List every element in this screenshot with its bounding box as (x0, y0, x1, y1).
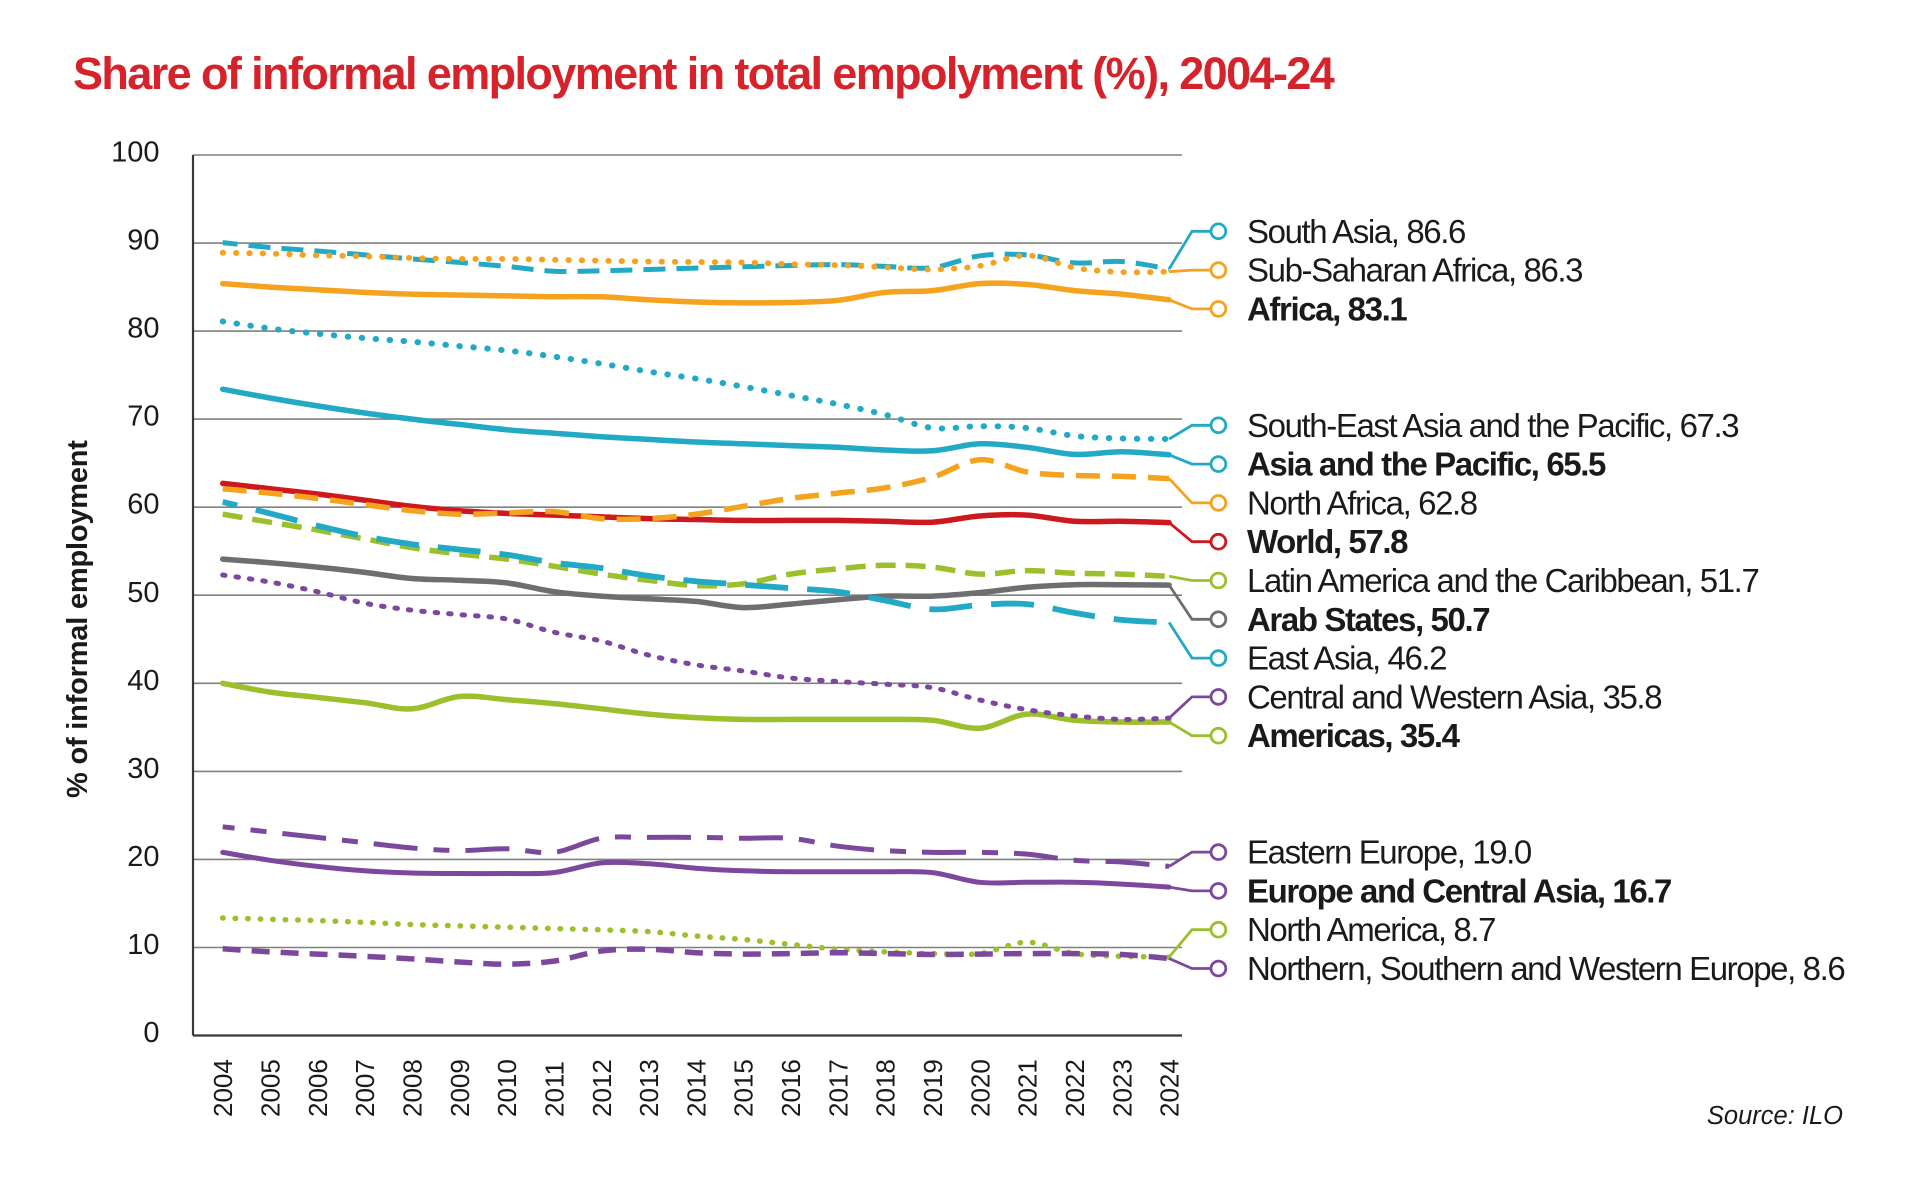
svg-text:Northern, Southern and Western: Northern, Southern and Western Europe, 8… (1247, 950, 1844, 987)
svg-text:60: 60 (127, 489, 159, 521)
svg-text:2010: 2010 (492, 1059, 522, 1117)
svg-text:100: 100 (111, 137, 159, 169)
svg-text:2013: 2013 (634, 1059, 664, 1117)
svg-text:South-East Asia and the Pacifi: South-East Asia and the Pacific, 67.3 (1247, 407, 1738, 444)
svg-text:2011: 2011 (539, 1061, 569, 1117)
svg-text:South Asia, 86.6: South Asia, 86.6 (1247, 213, 1465, 250)
svg-text:2014: 2014 (681, 1059, 711, 1117)
svg-text:Eastern Europe, 19.0: Eastern Europe, 19.0 (1247, 834, 1532, 871)
svg-text:2012: 2012 (587, 1059, 617, 1117)
svg-text:2015: 2015 (729, 1059, 759, 1117)
svg-text:0: 0 (143, 1017, 159, 1049)
svg-text:2009: 2009 (445, 1059, 475, 1117)
svg-text:2020: 2020 (965, 1059, 995, 1117)
svg-text:2021: 2021 (1013, 1059, 1043, 1117)
svg-text:50: 50 (127, 577, 159, 609)
svg-text:% of informal employment: % of informal employment (62, 440, 94, 798)
svg-text:30: 30 (127, 753, 159, 785)
svg-text:2022: 2022 (1060, 1059, 1090, 1117)
svg-text:World, 57.8: World, 57.8 (1247, 523, 1408, 560)
svg-text:Americas, 35.4: Americas, 35.4 (1247, 717, 1461, 754)
svg-text:East Asia, 46.2: East Asia, 46.2 (1247, 640, 1446, 677)
svg-text:2017: 2017 (823, 1059, 853, 1117)
svg-text:Arab States, 50.7: Arab States, 50.7 (1247, 601, 1489, 638)
svg-text:Europe and Central Asia, 16.7: Europe and Central Asia, 16.7 (1247, 872, 1671, 909)
svg-text:Asia and the Pacific, 65.5: Asia and the Pacific, 65.5 (1247, 446, 1606, 483)
svg-text:Source: ILO: Source: ILO (1707, 1102, 1843, 1130)
svg-text:90: 90 (127, 225, 159, 257)
svg-text:80: 80 (127, 313, 159, 345)
svg-text:2006: 2006 (303, 1059, 333, 1117)
svg-text:2007: 2007 (350, 1059, 380, 1117)
svg-text:2005: 2005 (256, 1059, 286, 1117)
svg-text:2023: 2023 (1107, 1059, 1137, 1117)
svg-text:Sub-Saharan Africa, 86.3: Sub-Saharan Africa, 86.3 (1247, 252, 1582, 289)
svg-text:2008: 2008 (398, 1059, 428, 1117)
svg-text:Share of informal employment i: Share of informal employment in total em… (73, 48, 1335, 99)
svg-text:2018: 2018 (871, 1059, 901, 1117)
svg-text:2016: 2016 (776, 1059, 806, 1117)
svg-text:North Africa, 62.8: North Africa, 62.8 (1247, 484, 1477, 521)
svg-text:2024: 2024 (1155, 1059, 1185, 1117)
svg-text:10: 10 (127, 929, 159, 961)
svg-text:2019: 2019 (918, 1059, 948, 1117)
svg-text:2004: 2004 (208, 1059, 238, 1117)
svg-text:North America, 8.7: North America, 8.7 (1247, 911, 1495, 948)
svg-text:70: 70 (127, 401, 159, 433)
svg-text:20: 20 (127, 841, 159, 873)
svg-text:Central and Western Asia, 35.8: Central and Western Asia, 35.8 (1247, 678, 1661, 715)
svg-text:Africa, 83.1: Africa, 83.1 (1247, 290, 1407, 327)
svg-text:40: 40 (127, 665, 159, 697)
svg-text:Latin America and the Caribbea: Latin America and the Caribbean, 51.7 (1247, 562, 1758, 599)
